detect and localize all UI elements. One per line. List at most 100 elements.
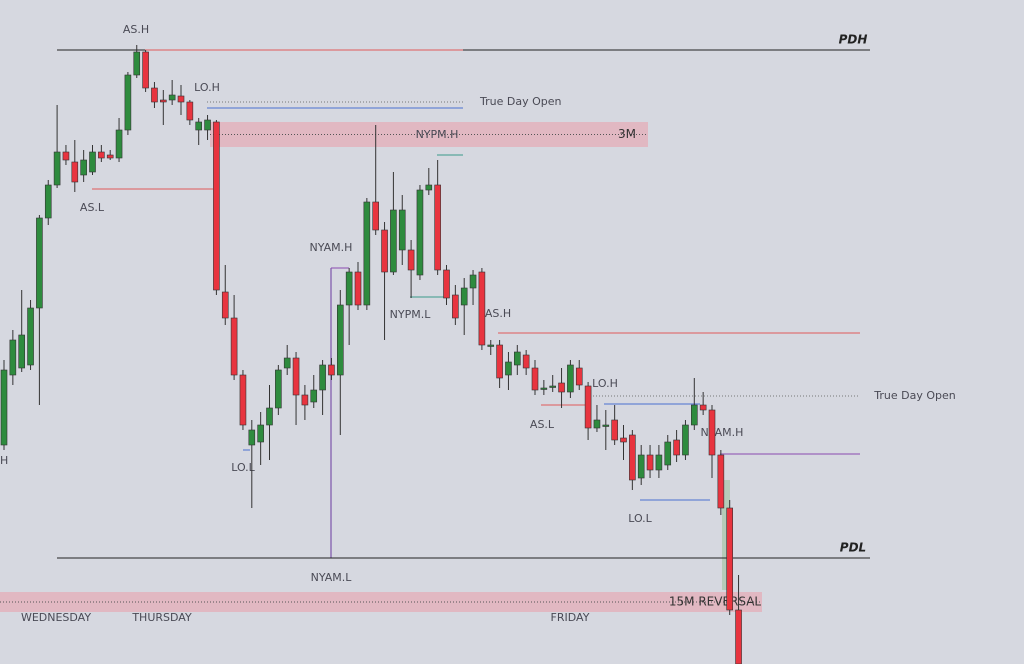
level-label: NYAM.H: [701, 426, 744, 439]
candle-body: [151, 87, 158, 103]
candle-body: [363, 201, 371, 306]
candle-body: [443, 269, 450, 299]
candle-body: [53, 151, 61, 186]
candle-body: [549, 385, 557, 388]
zone-label: 3M: [618, 127, 636, 141]
level-label: LO.L: [231, 461, 255, 474]
candle-body: [416, 189, 424, 276]
candle-body: [575, 367, 583, 386]
candle-body: [195, 121, 202, 131]
level-label: AS.H: [485, 307, 511, 320]
candle-body: [124, 74, 132, 131]
candle-body: [283, 357, 291, 369]
candle-body: [513, 351, 521, 366]
candle-body: [328, 364, 335, 376]
candle-body: [0, 369, 8, 446]
candle-body: [629, 434, 636, 481]
candle-body: [275, 369, 282, 409]
level-label: NYPM.L: [390, 308, 432, 321]
candle-body: [319, 364, 326, 391]
candle-body: [699, 404, 707, 411]
level-label: AS.H: [123, 23, 149, 36]
candle-body: [239, 374, 247, 426]
candle-body: [434, 184, 441, 271]
candle-body: [221, 291, 229, 319]
level-label: LO.H: [592, 377, 618, 390]
candle-body: [505, 361, 512, 376]
candle-body: [98, 151, 105, 159]
candle-body: [336, 304, 344, 376]
candle-body: [664, 441, 672, 466]
edge-label: H: [0, 454, 8, 467]
level-label: True Day Open: [479, 95, 561, 108]
candle-body: [682, 424, 689, 456]
candle-body: [637, 454, 645, 479]
candle-body: [611, 419, 618, 441]
highlight: [722, 480, 730, 590]
candle-body: [487, 344, 495, 347]
candle-body: [186, 101, 194, 121]
candle-body: [354, 271, 362, 306]
candle-body: [584, 385, 592, 429]
candle-body: [80, 159, 87, 176]
candle-body: [460, 287, 468, 306]
candle-body: [27, 307, 34, 366]
level-label: NYAM.H: [310, 241, 353, 254]
candle-body: [230, 317, 238, 376]
candle-body: [531, 367, 539, 391]
candle-body: [398, 209, 406, 251]
candle-body: [381, 229, 388, 273]
level-label: True Day Open: [873, 389, 955, 402]
candle-body: [673, 439, 680, 456]
candle-body: [372, 201, 380, 231]
level-label: NYPM.H: [416, 128, 459, 141]
day-label: THURSDAY: [131, 611, 192, 624]
candle-body: [177, 95, 185, 103]
level-label: LO.H: [194, 81, 220, 94]
candle-body: [9, 339, 17, 376]
candle-body: [292, 357, 300, 396]
candle-body: [142, 51, 149, 89]
candle-body: [133, 51, 141, 76]
candle-body: [62, 151, 70, 161]
candle-body: [115, 129, 123, 159]
candle-body: [407, 249, 415, 271]
level-label: NYAM.L: [311, 571, 353, 584]
candle-body: [345, 271, 353, 306]
day-label: FRIDAY: [551, 611, 590, 624]
candle-body: [593, 419, 601, 429]
level-label: PDH: [839, 33, 868, 47]
candle-body: [213, 121, 220, 291]
candle-body: [602, 424, 610, 427]
candle-body: [89, 151, 96, 173]
day-label: WEDNESDAY: [21, 611, 91, 624]
candle-body: [496, 344, 503, 379]
candle-body: [690, 404, 698, 426]
candle-body: [44, 184, 52, 219]
candle-body: [726, 507, 734, 611]
candle-body: [540, 387, 548, 390]
candle-body: [160, 99, 167, 103]
candle-body: [469, 274, 477, 289]
candle-body: [310, 389, 318, 403]
level-label: LO.L: [628, 512, 652, 525]
candle-body: [248, 429, 256, 446]
candle-body: [708, 409, 716, 456]
candle-body: [735, 609, 742, 664]
candle-body: [425, 184, 433, 191]
level-label: PDL: [840, 541, 866, 555]
candle-body: [478, 271, 486, 346]
candle-body: [36, 217, 43, 309]
candle-body: [71, 161, 79, 183]
candle-body: [452, 294, 459, 319]
level-label: AS.L: [530, 418, 555, 431]
candle-body: [301, 394, 309, 406]
candle-body: [567, 364, 574, 393]
candle-body: [655, 454, 663, 471]
level-label: AS.L: [80, 201, 105, 214]
candle-body: [257, 424, 264, 443]
candle-body: [390, 209, 397, 273]
candle-body: [558, 382, 565, 393]
zone-label: 15M REVERSAL: [669, 595, 762, 609]
